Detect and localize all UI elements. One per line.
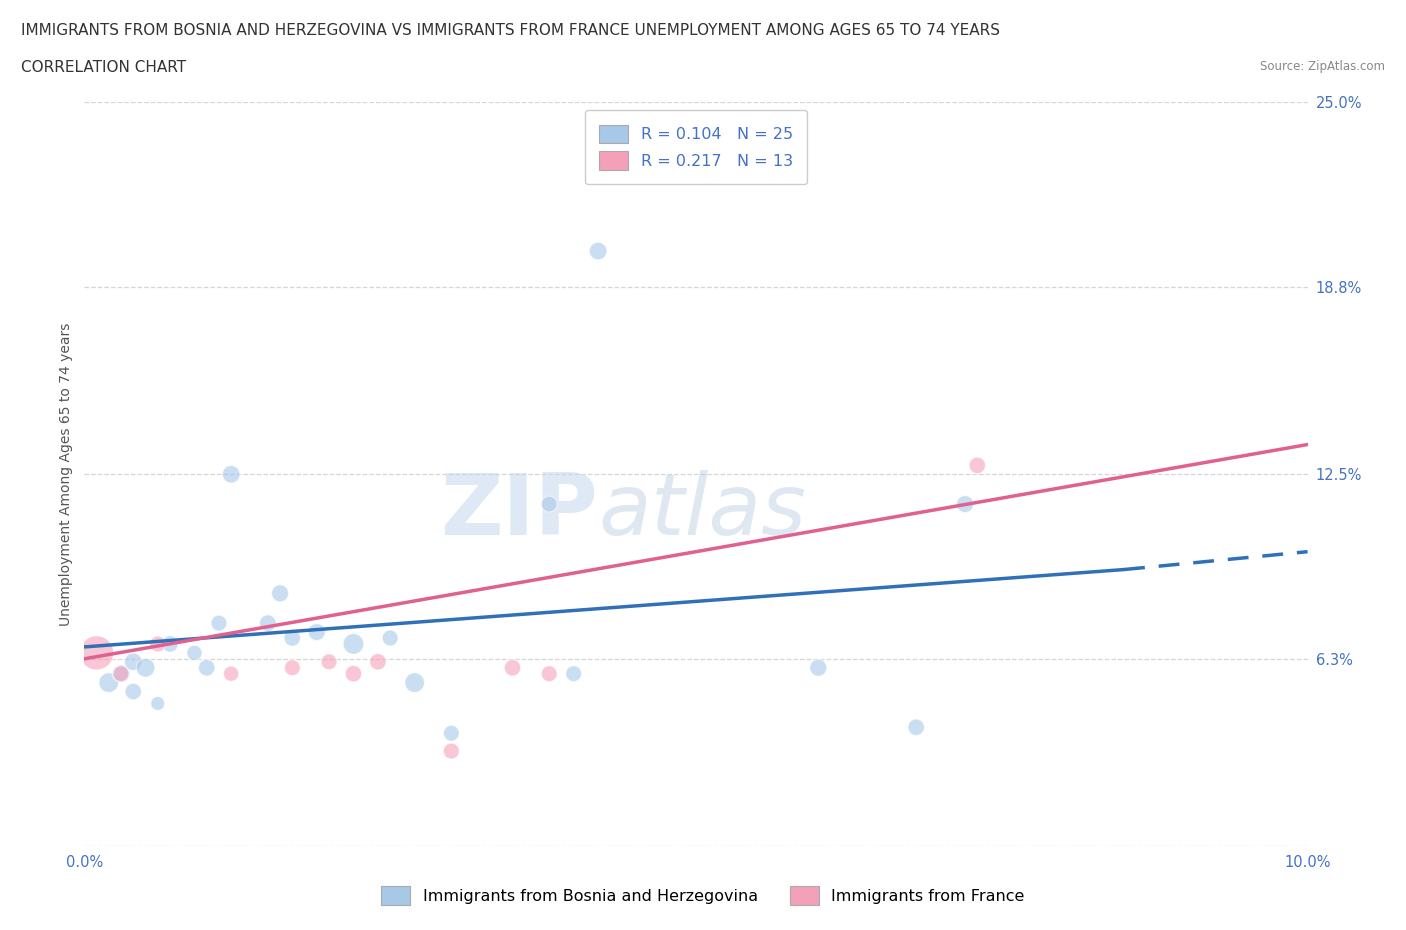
Point bbox=[562, 666, 585, 681]
Point bbox=[342, 666, 364, 681]
Legend: Immigrants from Bosnia and Herzegovina, Immigrants from France: Immigrants from Bosnia and Herzegovina, … bbox=[368, 873, 1038, 917]
Point bbox=[404, 675, 426, 690]
Point bbox=[110, 666, 132, 681]
Point bbox=[269, 586, 291, 601]
Point bbox=[538, 666, 561, 681]
Point bbox=[281, 660, 304, 675]
Point bbox=[122, 655, 145, 670]
Point bbox=[586, 244, 609, 259]
Point bbox=[380, 631, 402, 645]
Point bbox=[440, 744, 463, 759]
Point bbox=[146, 636, 169, 651]
Text: CORRELATION CHART: CORRELATION CHART bbox=[21, 60, 186, 75]
Point bbox=[318, 655, 340, 670]
Point bbox=[342, 636, 364, 651]
Point bbox=[219, 666, 242, 681]
Point bbox=[966, 458, 988, 472]
Point bbox=[367, 655, 389, 670]
Point bbox=[624, 119, 647, 134]
Point bbox=[122, 684, 145, 699]
Text: IMMIGRANTS FROM BOSNIA AND HERZEGOVINA VS IMMIGRANTS FROM FRANCE UNEMPLOYMENT AM: IMMIGRANTS FROM BOSNIA AND HERZEGOVINA V… bbox=[21, 23, 1000, 38]
Point bbox=[135, 660, 157, 675]
Point bbox=[807, 660, 830, 675]
Point bbox=[257, 616, 280, 631]
Y-axis label: Unemployment Among Ages 65 to 74 years: Unemployment Among Ages 65 to 74 years bbox=[59, 323, 73, 626]
Point bbox=[146, 696, 169, 711]
Point bbox=[538, 497, 561, 512]
Point bbox=[440, 725, 463, 740]
Point bbox=[195, 660, 218, 675]
Point bbox=[183, 645, 205, 660]
Point bbox=[208, 616, 231, 631]
Point bbox=[305, 625, 328, 640]
Text: Source: ZipAtlas.com: Source: ZipAtlas.com bbox=[1260, 60, 1385, 73]
Point bbox=[97, 675, 120, 690]
Point bbox=[502, 660, 524, 675]
Point bbox=[110, 666, 132, 681]
Point bbox=[86, 645, 108, 660]
Point bbox=[159, 636, 181, 651]
Point bbox=[905, 720, 928, 735]
Point bbox=[953, 497, 976, 512]
Point bbox=[219, 467, 242, 482]
Point bbox=[281, 631, 304, 645]
Text: atlas: atlas bbox=[598, 470, 806, 553]
Legend: R = 0.104   N = 25, R = 0.217   N = 13: R = 0.104 N = 25, R = 0.217 N = 13 bbox=[585, 111, 807, 184]
Text: ZIP: ZIP bbox=[440, 470, 598, 553]
